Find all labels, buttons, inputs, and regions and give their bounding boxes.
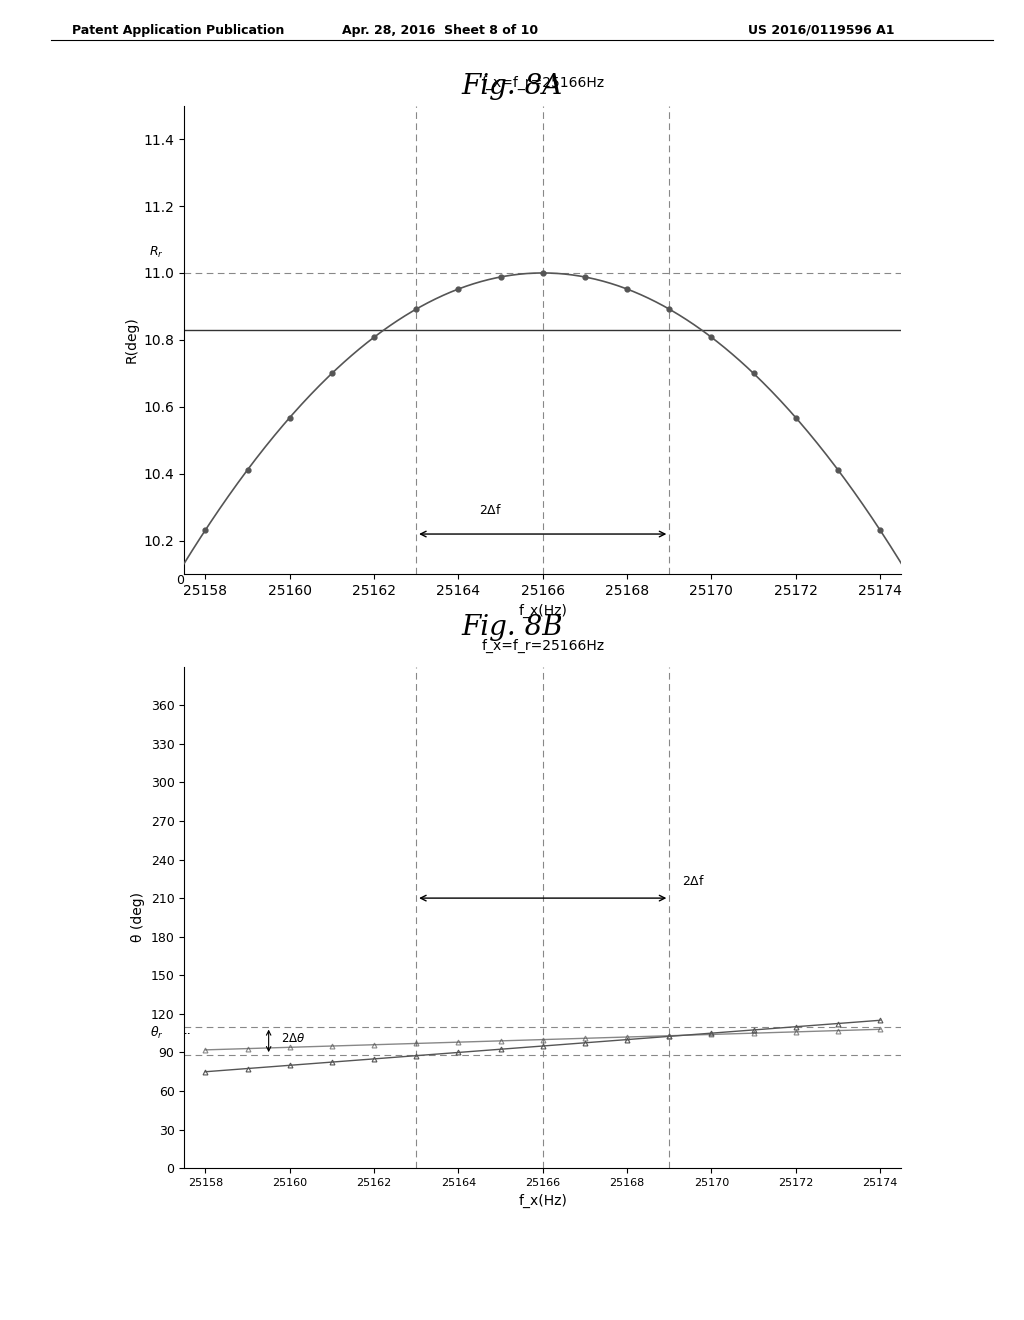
X-axis label: f_x(Hz): f_x(Hz) — [518, 603, 567, 618]
Text: 0: 0 — [176, 574, 184, 587]
Text: Fig. 8A: Fig. 8A — [462, 73, 562, 99]
Text: Apr. 28, 2016  Sheet 8 of 10: Apr. 28, 2016 Sheet 8 of 10 — [342, 24, 539, 37]
Text: Fig. 8B: Fig. 8B — [461, 614, 563, 640]
X-axis label: f_x(Hz): f_x(Hz) — [518, 1193, 567, 1208]
Text: f_x=f_r=25166Hz: f_x=f_r=25166Hz — [481, 639, 604, 653]
Text: $R_r$: $R_r$ — [148, 244, 163, 260]
Text: Patent Application Publication: Patent Application Publication — [72, 24, 284, 37]
Text: US 2016/0119596 A1: US 2016/0119596 A1 — [748, 24, 894, 37]
Text: f_x=f_r=25166Hz: f_x=f_r=25166Hz — [481, 75, 604, 90]
Text: 2$\Delta$f: 2$\Delta$f — [682, 874, 706, 888]
Text: $\theta_r$: $\theta_r$ — [150, 1026, 163, 1041]
Text: 2$\Delta\theta$: 2$\Delta\theta$ — [282, 1032, 306, 1045]
Text: 2$\Delta$f: 2$\Delta$f — [479, 503, 503, 517]
Y-axis label: θ (deg): θ (deg) — [131, 892, 145, 942]
Y-axis label: R(deg): R(deg) — [124, 317, 138, 363]
